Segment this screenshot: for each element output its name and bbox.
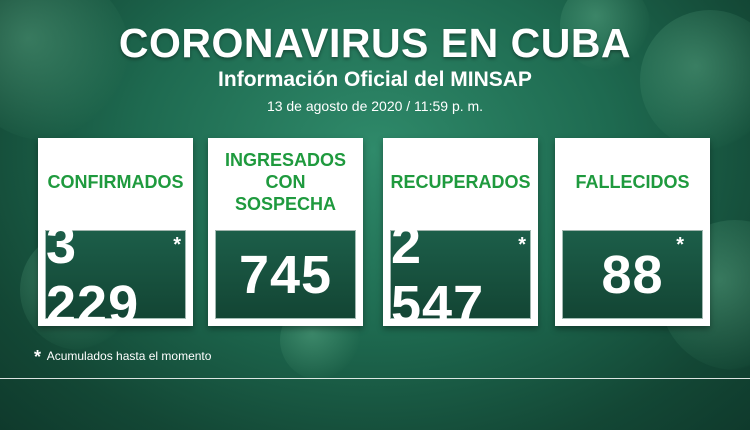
footnote: * Acumulados hasta el momento [34, 347, 212, 367]
card-label: FALLECIDOS [575, 172, 690, 192]
divider [0, 378, 750, 379]
virus-decoration [640, 10, 750, 150]
footnote-asterisk: * [34, 347, 42, 367]
asterisk-mark: * [676, 234, 684, 256]
page-subtitle: Información Oficial del MINSAP [218, 68, 532, 91]
card-value: 2 547 [391, 214, 485, 335]
card-label: INGRESADOS CON SOSPECHA [224, 150, 347, 214]
card-fallecidos: FALLECIDOS 88 * [555, 138, 710, 326]
card-label: CONFIRMADOS [47, 172, 184, 192]
footnote-text: Acumulados hasta el momento [46, 349, 212, 363]
card-value: 88 [601, 244, 664, 305]
card-value: 745 [238, 244, 333, 305]
header: CORONAVIRUS EN CUBA Información Oficial … [0, 20, 750, 114]
asterisk-mark: * [518, 234, 526, 256]
card-ingresados: INGRESADOS CON SOSPECHA 745 [208, 138, 363, 326]
virus-decoration [560, 0, 650, 70]
card-value: 3 229 [46, 214, 140, 335]
asterisk-mark: * [173, 234, 181, 256]
card-confirmados: CONFIRMADOS 3 229 * [38, 138, 193, 335]
card-recuperados: RECUPERADOS 2 547 * [383, 138, 538, 335]
card-label: RECUPERADOS [390, 172, 531, 192]
report-date: 13 de agosto de 2020 / 11:59 p. m. [266, 98, 484, 114]
page-title: CORONAVIRUS EN CUBA [118, 20, 632, 66]
